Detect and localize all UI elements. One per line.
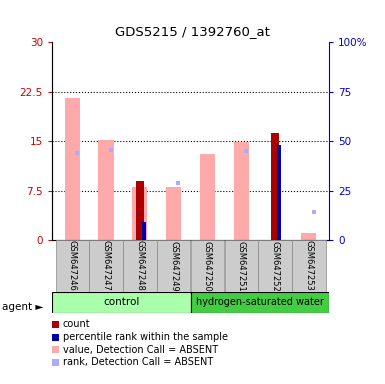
Text: GDS5215 / 1392760_at: GDS5215 / 1392760_at bbox=[115, 25, 270, 38]
Text: count: count bbox=[63, 319, 90, 329]
Bar bbox=[52, 292, 191, 313]
Bar bbox=[166, 187, 181, 240]
Bar bbox=[244, 149, 248, 153]
Bar bbox=[292, 240, 326, 292]
Text: control: control bbox=[103, 297, 139, 308]
Bar bbox=[55, 240, 89, 292]
Text: GSM647247: GSM647247 bbox=[102, 240, 110, 291]
Bar bbox=[109, 148, 113, 152]
Text: GSM647253: GSM647253 bbox=[305, 240, 313, 291]
Bar bbox=[132, 187, 147, 240]
Text: rank, Detection Call = ABSENT: rank, Detection Call = ABSENT bbox=[63, 358, 213, 367]
Bar bbox=[200, 154, 215, 240]
Text: value, Detection Call = ABSENT: value, Detection Call = ABSENT bbox=[63, 345, 218, 355]
Bar bbox=[65, 98, 80, 240]
Bar bbox=[123, 240, 157, 292]
Bar bbox=[142, 222, 146, 240]
Bar bbox=[301, 233, 316, 240]
Bar bbox=[176, 181, 181, 185]
Text: GSM647248: GSM647248 bbox=[136, 240, 144, 291]
Bar bbox=[311, 210, 316, 214]
Bar bbox=[136, 181, 144, 240]
Text: GSM647251: GSM647251 bbox=[237, 240, 246, 291]
Bar bbox=[191, 240, 224, 292]
Text: agent ►: agent ► bbox=[2, 302, 43, 312]
Bar bbox=[99, 140, 114, 240]
Bar bbox=[89, 240, 123, 292]
Bar bbox=[234, 142, 249, 240]
Bar bbox=[75, 151, 79, 155]
Text: GSM647252: GSM647252 bbox=[271, 240, 280, 291]
Text: hydrogen-saturated water: hydrogen-saturated water bbox=[196, 297, 324, 308]
Bar bbox=[271, 133, 279, 240]
Text: GSM647246: GSM647246 bbox=[68, 240, 77, 291]
Text: GSM647249: GSM647249 bbox=[169, 240, 178, 291]
Bar bbox=[157, 240, 191, 292]
Bar bbox=[277, 145, 281, 240]
Bar bbox=[224, 240, 258, 292]
Text: GSM647250: GSM647250 bbox=[203, 240, 212, 291]
Bar bbox=[191, 292, 329, 313]
Bar bbox=[258, 240, 292, 292]
Text: percentile rank within the sample: percentile rank within the sample bbox=[63, 332, 228, 342]
